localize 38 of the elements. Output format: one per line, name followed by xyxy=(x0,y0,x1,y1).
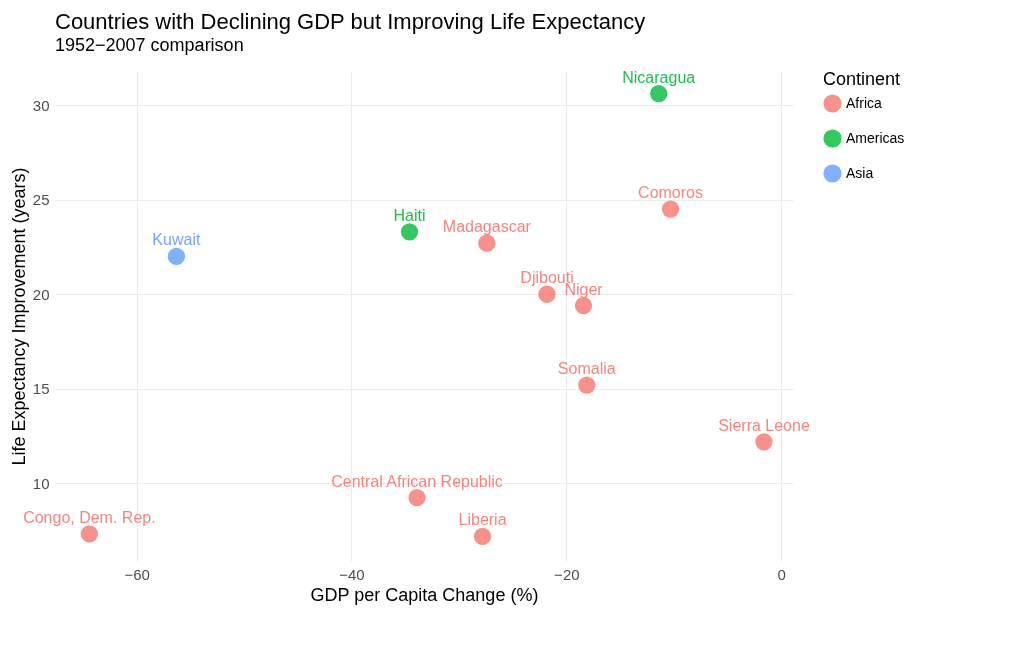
point xyxy=(661,200,680,218)
data-label: Kuwait xyxy=(152,231,201,249)
data-label: Comoros xyxy=(638,184,703,202)
data-label: Central African Republic xyxy=(331,472,503,490)
data-label: Madagascar xyxy=(442,218,532,236)
x-tick-label: −60 xyxy=(124,565,150,583)
point xyxy=(478,234,496,252)
point xyxy=(473,527,492,546)
x-tick-label: 0 xyxy=(777,565,786,583)
data-label: Liberia xyxy=(458,511,507,529)
point xyxy=(400,223,419,241)
y-axis-title: Life Expectancy Improvement (years) xyxy=(8,167,29,466)
legend-label: Americas xyxy=(846,129,905,146)
y-tick-label: 10 xyxy=(32,474,50,492)
chart-subtitle: 1952−2007 comparison xyxy=(55,34,244,55)
point xyxy=(755,433,773,451)
data-label: Haiti xyxy=(393,206,426,224)
x-axis-title: GDP per Capita Change (%) xyxy=(310,584,539,605)
x-tick-label: −40 xyxy=(339,565,365,583)
point xyxy=(578,376,596,394)
y-tick-label: 25 xyxy=(32,191,50,209)
point xyxy=(167,247,186,266)
data-label: Sierra Leone xyxy=(718,416,810,434)
y-tick-label: 15 xyxy=(32,380,50,398)
point xyxy=(408,488,426,507)
legend-label: Asia xyxy=(846,164,874,181)
point xyxy=(538,285,556,303)
x-tick-label: −20 xyxy=(554,565,580,583)
data-label: Somalia xyxy=(557,360,616,378)
point xyxy=(650,85,668,103)
legend-title: Continent xyxy=(823,69,901,89)
point xyxy=(80,525,99,543)
data-label: Congo, Dem. Rep. xyxy=(23,508,156,526)
y-tick-label: 20 xyxy=(32,285,50,303)
legend-label: Africa xyxy=(846,94,882,111)
chart-title: Countries with Declining GDP but Improving Life Expectancy xyxy=(55,8,646,34)
data-label: Nicaragua xyxy=(622,68,696,86)
y-tick-label: 30 xyxy=(32,96,50,114)
